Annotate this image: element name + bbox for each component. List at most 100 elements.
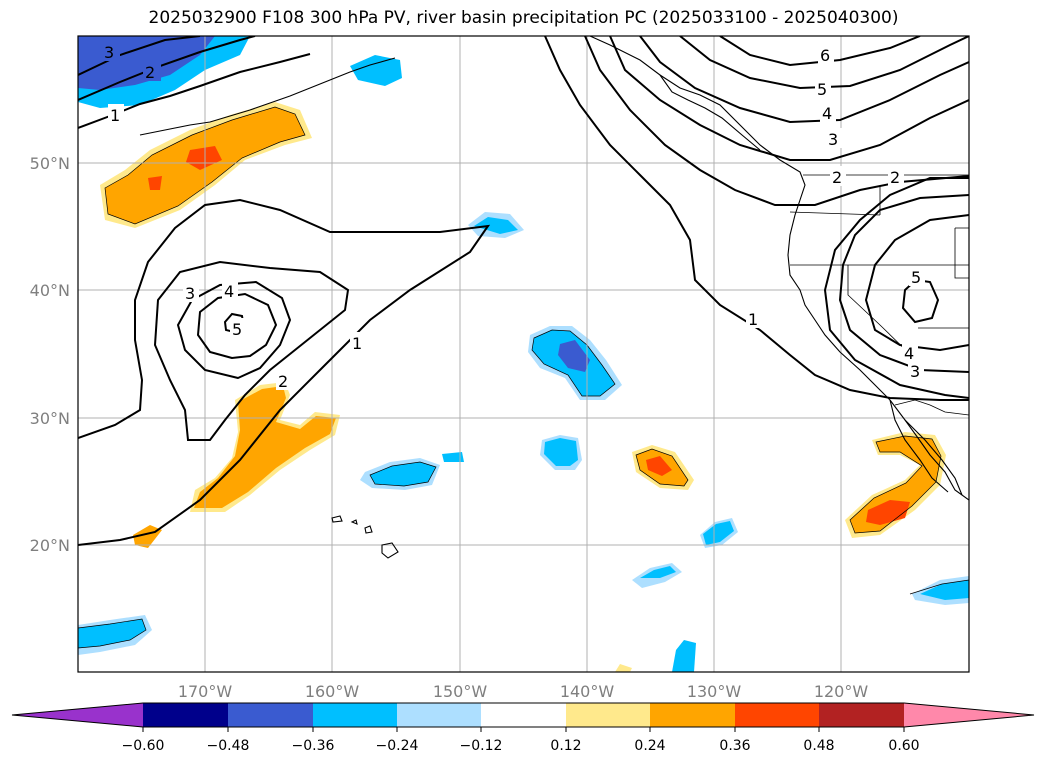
contour-label: 5 (232, 320, 242, 339)
map-title: 2025032900 F108 300 hPa PV, river basin … (148, 8, 899, 28)
pv-contour-3-nw (78, 36, 201, 76)
positive-shade-aleutians-peak2 (148, 176, 162, 190)
contour-label: 2 (890, 168, 900, 187)
negative-shade-north (350, 55, 402, 86)
contour-label: 2 (832, 168, 842, 187)
pv-contour-2-nw (78, 36, 256, 101)
pv-contour-3-east (838, 194, 969, 373)
colorbar-bin (228, 703, 313, 727)
contour-label: 6 (820, 46, 830, 65)
outline-baja (849, 435, 942, 534)
outline-hawaii (369, 461, 437, 487)
pv-contour-low-outer (78, 198, 491, 546)
lon-tick-labels: 170°W 160°W 150°W 140°W 130°W 120°W (178, 682, 869, 701)
colorbar-bin (143, 703, 228, 727)
outline-central (531, 329, 616, 397)
lat-label-40n: 40°N (30, 281, 70, 300)
positive-shade-bottom (615, 664, 632, 672)
contour-label: 1 (352, 334, 362, 353)
negative-shade-45n-core (474, 217, 518, 234)
contour-label: 1 (748, 310, 758, 329)
positive-shade-sw-small (133, 525, 162, 548)
colorbar-tick-label: 0.36 (719, 738, 750, 754)
negative-shade-21n-core (703, 521, 734, 545)
lat-label-30n: 30°N (30, 409, 70, 428)
colorbar-bin (735, 703, 819, 727)
colorbar-bin (650, 703, 735, 727)
colorbar-tick-label: 0.12 (550, 738, 581, 754)
colorbar-bin (313, 703, 397, 727)
contour-label: 4 (822, 104, 832, 123)
colorbar-tick-label: 0.48 (803, 738, 834, 754)
outline-sw-corner (78, 618, 147, 649)
contour-label: 4 (224, 282, 234, 301)
pv-contour-2-east (823, 177, 969, 399)
colorbar-bin (481, 703, 566, 727)
colorbar-bin (566, 703, 650, 727)
coast-hawaii-3 (350, 519, 358, 525)
lat-label-20n: 20°N (30, 536, 70, 555)
pv-contour-low-mid (153, 260, 350, 441)
negative-shade-central-peak (558, 340, 590, 372)
positive-shade-aleutians-peak1 (186, 146, 222, 170)
contour-label: 5 (817, 80, 827, 99)
negative-shade-hawaii-core (370, 462, 436, 486)
colorbar-tick-label: −0.24 (376, 738, 419, 754)
negative-shade-hawaii-small (442, 452, 464, 462)
coast-hawaii-4 (331, 515, 343, 523)
coast-hawaii-2 (364, 525, 373, 534)
positive-shade-27n-peak (646, 456, 672, 476)
coast-baja (889, 399, 949, 493)
contour-label: 4 (904, 344, 914, 363)
outline-se (909, 579, 969, 595)
lat-label-50n: 50°N (30, 154, 70, 173)
contour-label: 2 (145, 63, 155, 82)
negative-shade-17n-core (640, 566, 676, 578)
negative-shade-bottom (672, 640, 696, 672)
contour-label: 5 (911, 268, 921, 287)
contour-label: 3 (828, 130, 838, 149)
lon-label-150w: 150°W (433, 682, 488, 701)
negative-shade-se-core (920, 580, 969, 600)
map-plot: 3 2 1 6 5 4 3 2 2 3 4 5 2 1 (78, 36, 969, 672)
coastlines (139, 36, 969, 559)
colorbar-tick-label: −0.60 (122, 738, 165, 754)
colorbar-extend-low (12, 703, 143, 727)
colorbar-extend-high (904, 703, 1034, 727)
pv-contours (78, 36, 969, 546)
pv-contour-4-low (196, 292, 278, 360)
outline-27n (635, 448, 689, 487)
colorbar-tick-label: −0.12 (460, 738, 503, 754)
colorbar-bin (397, 703, 481, 727)
lon-label-140w: 140°W (560, 682, 615, 701)
borders (789, 174, 969, 416)
gridlines (78, 36, 969, 672)
colorbar-tick-label: −0.36 (292, 738, 335, 754)
contour-label: 1 (110, 106, 120, 125)
precip-outlines (78, 106, 969, 649)
positive-shade-sw-core (194, 386, 336, 508)
positive-shade-baja-peak (866, 500, 910, 525)
map-frame (77, 35, 970, 673)
pv-contour-3-main (609, 36, 969, 161)
negative-shade-sw-corner-core (78, 619, 146, 648)
lon-label-160w: 160°W (305, 682, 360, 701)
colorbar-tick-label: 0.24 (634, 738, 665, 754)
coast-alaska-panhandle (659, 74, 761, 151)
lon-label-170w: 170°W (178, 682, 233, 701)
border-wa-or (789, 211, 881, 216)
border-rect-1 (954, 227, 969, 279)
pv-contour-4-main (639, 36, 969, 124)
colorbar-tick-label: −0.48 (207, 738, 250, 754)
lon-label-130w: 130°W (687, 682, 742, 701)
contour-label: 3 (185, 284, 195, 303)
pv-contour-5-east (901, 278, 940, 324)
pv-contour-4-east (864, 214, 969, 352)
lon-label-120w: 120°W (814, 682, 869, 701)
colorbar: −0.60 −0.48 −0.36 −0.24 −0.12 0.12 0.24 … (11, 702, 1035, 754)
pv-contour-2-main (584, 36, 969, 206)
border-us-mexico (894, 399, 969, 416)
colorbar-bin (819, 703, 904, 727)
contour-label: 3 (910, 362, 920, 381)
